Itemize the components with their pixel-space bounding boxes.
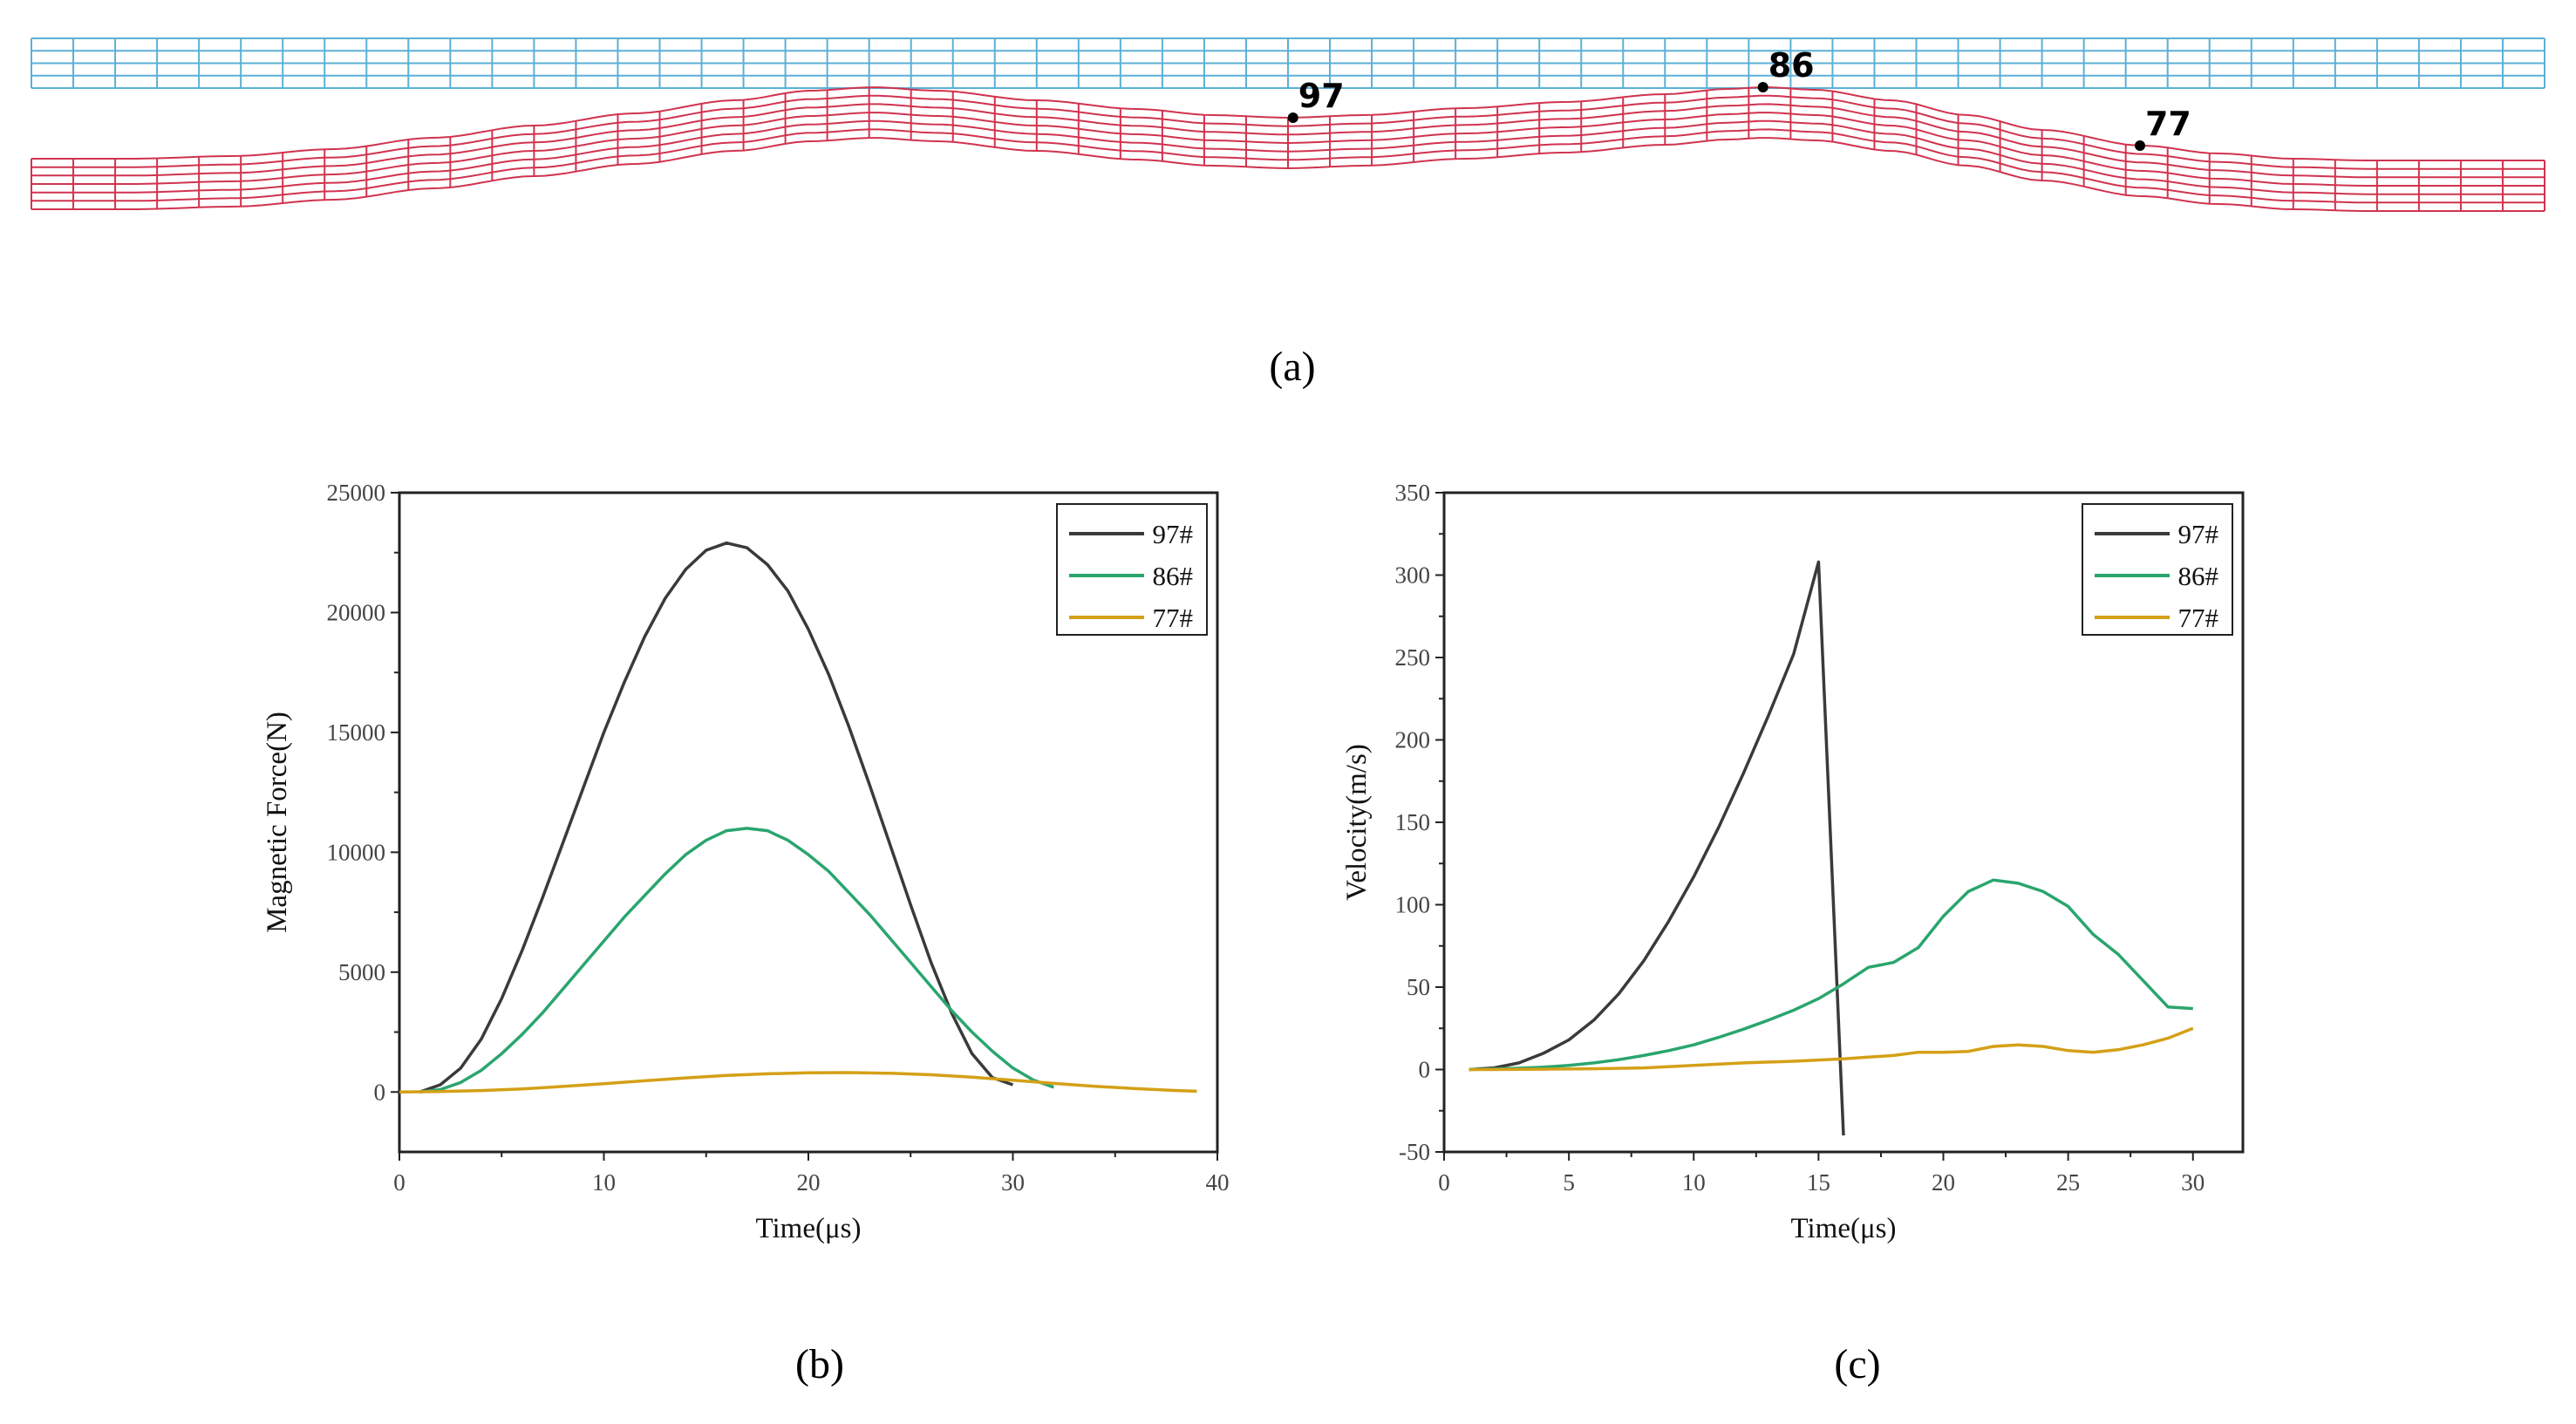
x-tick-label: 10 bbox=[1682, 1169, 1706, 1196]
mesh-node-markers: 97 86 77 bbox=[1287, 46, 2191, 151]
x-tick-label: 30 bbox=[1001, 1169, 1025, 1196]
x-tick-label: 20 bbox=[1932, 1169, 1955, 1196]
legend: 97# 86# 77# bbox=[1056, 503, 1208, 636]
series-line-97 bbox=[419, 541, 1014, 1094]
x-axis-label: Time(μs) bbox=[756, 1213, 862, 1244]
axis-ticks: 0 10 20 30 40 0 5000 10000 15000 20000 25000 bbox=[327, 480, 1230, 1196]
node-marker bbox=[2134, 140, 2145, 151]
y-tick-label: 200 bbox=[1395, 727, 1431, 753]
x-tick-label: 10 bbox=[592, 1169, 616, 1196]
caption-a: (a) bbox=[1269, 344, 1315, 390]
lower-plate-mesh bbox=[31, 86, 2545, 212]
node-marker bbox=[1757, 82, 1768, 93]
legend: 97# 86# 77# bbox=[2082, 503, 2233, 636]
y-tick-label: 10000 bbox=[327, 839, 386, 865]
y-tick-label: 350 bbox=[1395, 480, 1431, 506]
y-tick-label: 50 bbox=[1407, 974, 1430, 1000]
y-tick-label: 20000 bbox=[327, 599, 386, 625]
x-tick-label: 40 bbox=[1206, 1169, 1230, 1196]
x-axis-label: Time(μs) bbox=[1791, 1213, 1897, 1244]
magnetic-force-chart: 0 10 20 30 40 0 5000 10000 15000 20000 25000 Time(… bbox=[262, 480, 1230, 1244]
y-tick-label: 250 bbox=[1395, 644, 1431, 671]
legend-entry: 97# bbox=[1153, 519, 1194, 549]
node-marker bbox=[1287, 112, 1298, 123]
series-lines bbox=[1469, 560, 2194, 1136]
x-tick-label: 15 bbox=[1807, 1169, 1830, 1196]
x-tick-label: 0 bbox=[393, 1169, 405, 1196]
series-lines bbox=[399, 541, 1197, 1094]
y-tick-label: 0 bbox=[1419, 1057, 1431, 1083]
x-tick-label: 25 bbox=[2056, 1169, 2080, 1196]
legend-entry: 97# bbox=[2178, 519, 2219, 549]
legend-entry: 77# bbox=[2178, 603, 2219, 633]
legend-entry: 86# bbox=[2178, 561, 2219, 591]
axis-ticks: 0 5 10 15 20 25 30 -50 0 50 100 150 200 250 300 350 bbox=[1395, 480, 2205, 1196]
legend-box bbox=[1056, 503, 1208, 636]
mesh-panel: 97 86 77 bbox=[31, 37, 2545, 212]
legend-box bbox=[2082, 503, 2233, 636]
legend-entry: 86# bbox=[1153, 561, 1194, 591]
series-line-77 bbox=[1469, 1026, 2194, 1072]
legend-entry: 77# bbox=[1153, 603, 1194, 633]
x-tick-label: 30 bbox=[2181, 1169, 2205, 1196]
node-label: 86 bbox=[1768, 46, 1815, 85]
x-tick-label: 20 bbox=[797, 1169, 821, 1196]
series-line-86 bbox=[419, 827, 1054, 1094]
y-tick-label: 0 bbox=[374, 1079, 386, 1105]
y-tick-label: 5000 bbox=[338, 959, 385, 985]
upper-plate-mesh bbox=[31, 37, 2545, 89]
x-tick-label: 5 bbox=[1563, 1169, 1575, 1196]
node-label: 97 bbox=[1298, 77, 1345, 115]
series-line-86 bbox=[1469, 878, 2193, 1072]
y-tick-label: 300 bbox=[1395, 562, 1431, 589]
caption-b: (b) bbox=[795, 1341, 844, 1387]
y-tick-label: 150 bbox=[1395, 809, 1431, 835]
series-line-97 bbox=[1469, 560, 1845, 1136]
caption-c: (c) bbox=[1834, 1341, 1880, 1387]
node-label: 77 bbox=[2145, 105, 2191, 143]
y-axis-label: Velocity(m/s) bbox=[1341, 744, 1373, 901]
y-tick-label: -50 bbox=[1399, 1139, 1430, 1165]
velocity-chart: 0 5 10 15 20 25 30 -50 0 50 100 150 200 250 300 350 Tim… bbox=[1341, 480, 2245, 1244]
y-axis-label: Magnetic Force(N) bbox=[262, 712, 293, 933]
series-line-77 bbox=[399, 1071, 1197, 1094]
y-tick-label: 15000 bbox=[327, 719, 386, 746]
y-tick-label: 25000 bbox=[327, 480, 386, 506]
y-tick-label: 100 bbox=[1395, 892, 1431, 918]
x-tick-label: 0 bbox=[1438, 1169, 1450, 1196]
